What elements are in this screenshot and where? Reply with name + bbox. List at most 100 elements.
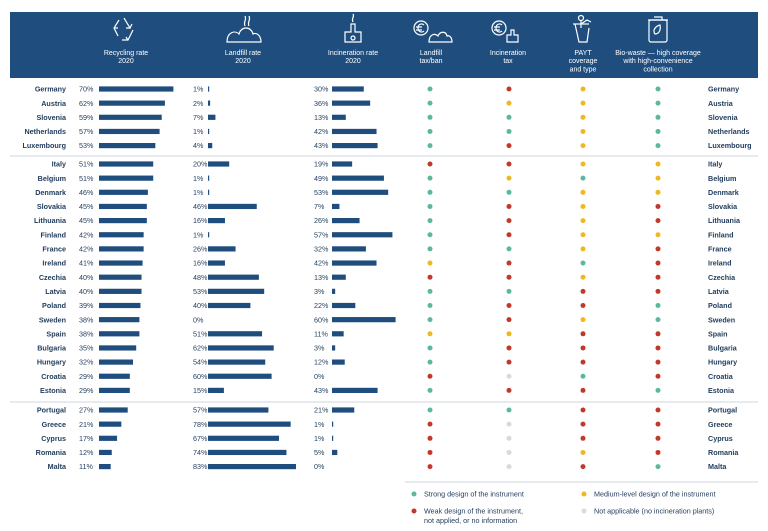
incineration-bar — [332, 189, 389, 195]
landfill-value-label: 1% — [193, 174, 204, 183]
landfill-bar — [208, 161, 230, 167]
payt-rating-dot — [580, 317, 586, 323]
country-label-left: Finland — [40, 230, 66, 239]
country-label-right: Luxembourg — [708, 141, 752, 150]
recycling-bar — [99, 317, 140, 323]
payt-rating-dot — [580, 86, 586, 92]
landfill-bar — [208, 288, 265, 294]
incineration-bar — [332, 175, 384, 181]
payt-rating-dot — [580, 161, 586, 167]
incineration-bar — [332, 218, 360, 224]
recycling-bar — [99, 407, 128, 413]
recycling-value-label: 42% — [79, 245, 94, 254]
legend-label: Strong design of the instrument — [424, 490, 524, 499]
landfill-tax-rating-dot — [427, 161, 433, 167]
payt-rating-dot — [580, 464, 586, 470]
incineration-value-label: 11% — [314, 329, 328, 338]
biowaste-rating-dot — [655, 161, 661, 167]
recycling-bar — [99, 359, 134, 365]
recycling-bar — [99, 435, 118, 441]
landfill-bar — [208, 407, 269, 413]
payt-rating-dot — [580, 359, 586, 365]
recycling-bar — [99, 464, 111, 470]
table-row: France France 42% 26% 32% — [42, 245, 731, 254]
biowaste-rating-dot — [655, 421, 661, 427]
landfill-tax-rating-dot — [427, 373, 433, 379]
country-label-left: Italy — [52, 160, 66, 169]
recycling-bar — [99, 449, 112, 456]
landfill-tax-rating-dot — [427, 303, 433, 308]
incineration-bar — [332, 86, 364, 92]
landfill-value-label: 1% — [193, 85, 204, 94]
landfill-value-label: 1% — [193, 188, 204, 197]
incineration-value-label: 43% — [314, 141, 329, 150]
landfill-tax-rating-dot — [427, 100, 433, 106]
landfill-value-label: 46% — [193, 202, 208, 211]
biowaste-rating-dot — [655, 331, 661, 337]
country-label-right: Estonia — [708, 386, 735, 395]
incineration-tax-rating-dot — [506, 232, 512, 238]
landfill-bar — [208, 189, 210, 195]
recycling-value-label: 29% — [79, 372, 94, 381]
payt-rating-dot — [580, 435, 586, 441]
incineration-value-label: 57% — [314, 230, 329, 239]
incineration-bar — [332, 246, 366, 252]
recycling-bar — [99, 161, 154, 167]
legend-swatch — [581, 508, 587, 514]
header-biowaste-line: with high-convenience — [622, 58, 692, 65]
table-row: Denmark Denmark 46% 1% 53% — [35, 188, 739, 197]
legend-swatch — [581, 491, 587, 497]
landfill-bar — [208, 387, 224, 393]
country-label-right: Bulgaria — [708, 344, 738, 353]
biowaste-rating-dot — [655, 246, 661, 252]
table-row: Netherlands Netherlands 57% 1% 42% — [24, 127, 749, 136]
landfill-tax-rating-dot — [427, 317, 433, 323]
landfill-bar — [208, 232, 210, 238]
incineration-tax-rating-dot — [506, 359, 512, 365]
incineration-tax-rating-dot — [506, 317, 512, 323]
recycling-value-label: 27% — [79, 406, 94, 415]
incineration-value-label: 7% — [314, 202, 325, 211]
landfill-bar — [208, 274, 259, 280]
incineration-tax-rating-dot — [506, 175, 512, 181]
legend-label: not applied, or no information — [424, 516, 517, 525]
recycling-icon — [113, 17, 134, 41]
table-row: Lithuania Lithuania 45% 16% 26% — [34, 216, 741, 225]
incineration-value-label: 0% — [314, 462, 325, 471]
country-label-left: Germany — [35, 85, 66, 94]
landfill-tax-rating-dot — [427, 435, 433, 441]
recycling-value-label: 70% — [79, 85, 94, 94]
landfill-tax-rating-dot — [427, 189, 433, 195]
incineration-tax-rating-dot — [506, 246, 512, 252]
landfill-value-label: 16% — [193, 259, 208, 268]
recycling-value-label: 62% — [79, 99, 94, 108]
country-label-right: Spain — [708, 329, 728, 338]
country-label-left: Poland — [42, 301, 66, 310]
country-label-right: Netherlands — [708, 127, 750, 136]
incineration-value-label: 22% — [314, 301, 329, 310]
biowaste-rating-dot — [655, 274, 661, 280]
recycling-bar — [99, 373, 130, 379]
recycling-value-label: 38% — [79, 315, 94, 324]
recycling-bar — [99, 114, 162, 120]
landfill-bar — [208, 449, 287, 456]
payt-rating-dot — [580, 331, 586, 337]
recycling-value-label: 53% — [79, 141, 94, 150]
incineration-value-label: 42% — [314, 259, 329, 268]
country-label-left: Cyprus — [41, 434, 66, 443]
landfill-bar — [208, 114, 216, 120]
landfill-value-label: 53% — [193, 287, 208, 296]
biowaste-rating-dot — [655, 128, 661, 134]
country-label-left: Estonia — [40, 386, 67, 395]
recycling-value-label: 59% — [79, 113, 94, 122]
landfill-bar — [208, 435, 280, 441]
country-label-right: Cyprus — [708, 434, 733, 443]
landfill-value-label: 74% — [193, 448, 208, 457]
incineration-tax-rating-dot — [506, 114, 512, 120]
table-row: Latvia Latvia 40% 53% 3% — [45, 287, 730, 296]
header-payt-line: and type — [570, 66, 597, 73]
country-label-right: Denmark — [708, 188, 739, 197]
table-row: Hungary Hungary 32% 54% 12% — [37, 358, 737, 367]
incineration-bar — [332, 203, 340, 210]
landfill-value-label: 51% — [193, 329, 208, 338]
